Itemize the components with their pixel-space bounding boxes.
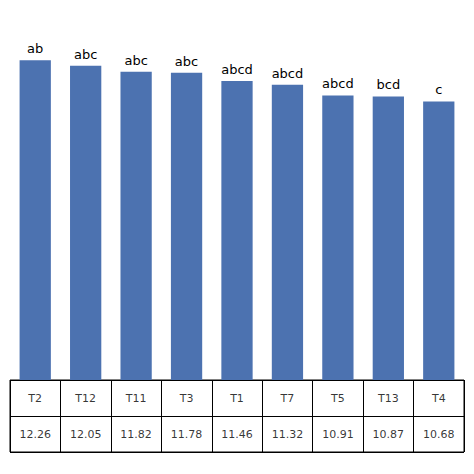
svg-text:T11: T11 <box>125 392 147 405</box>
svg-text:T12: T12 <box>74 392 96 405</box>
svg-text:abc: abc <box>124 53 147 68</box>
svg-text:ab: ab <box>27 41 43 56</box>
svg-text:11.82: 11.82 <box>120 428 152 441</box>
svg-text:10.91: 10.91 <box>322 428 354 441</box>
svg-text:T13: T13 <box>377 392 399 405</box>
svg-text:12.05: 12.05 <box>70 428 102 441</box>
svg-text:abc: abc <box>175 54 198 69</box>
svg-text:11.46: 11.46 <box>221 428 253 441</box>
svg-text:abcd: abcd <box>221 62 253 77</box>
svg-text:T4: T4 <box>431 392 446 405</box>
svg-text:T3: T3 <box>179 392 194 405</box>
svg-text:c: c <box>435 82 442 97</box>
svg-text:11.78: 11.78 <box>171 428 203 441</box>
svg-text:12.26: 12.26 <box>19 428 51 441</box>
svg-text:T5: T5 <box>330 392 345 405</box>
svg-text:10.68: 10.68 <box>423 428 455 441</box>
svg-text:T7: T7 <box>280 392 295 405</box>
svg-text:abcd: abcd <box>322 76 354 91</box>
svg-text:T2: T2 <box>27 392 42 405</box>
svg-text:10.87: 10.87 <box>373 428 405 441</box>
svg-text:11.32: 11.32 <box>272 428 304 441</box>
svg-text:abcd: abcd <box>272 66 304 81</box>
svg-text:bcd: bcd <box>377 77 401 92</box>
svg-text:T1: T1 <box>229 392 244 405</box>
svg-text:abc: abc <box>74 47 97 62</box>
